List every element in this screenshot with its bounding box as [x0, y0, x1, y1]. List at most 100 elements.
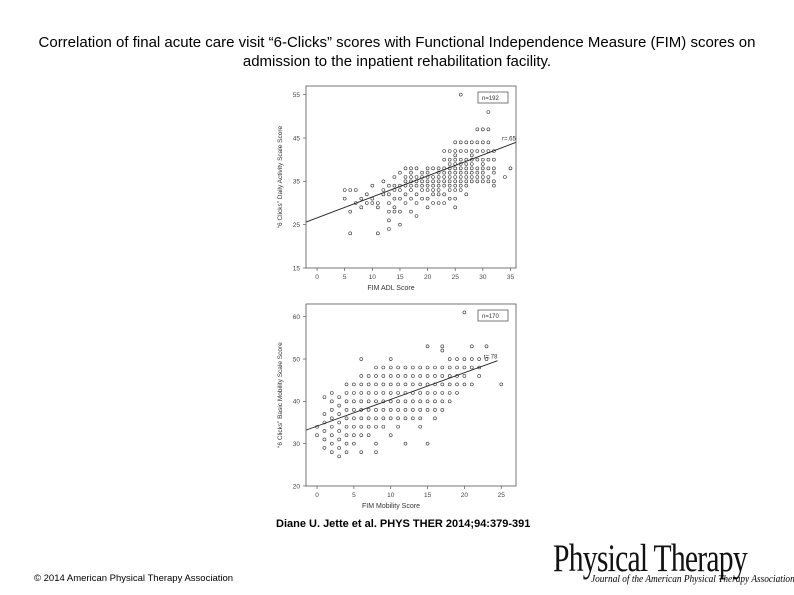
data-point: [381, 424, 386, 429]
sample-size-box: [477, 91, 509, 104]
data-point: [455, 365, 459, 370]
data-point: [447, 399, 452, 404]
data-point: [436, 166, 441, 171]
data-point: [403, 179, 408, 184]
data-point: [447, 357, 452, 361]
data-point: [420, 183, 424, 188]
data-point: [447, 391, 452, 395]
data-point: [364, 192, 369, 197]
data-point: [359, 357, 364, 361]
data-point: [366, 382, 371, 387]
data-point: [352, 433, 356, 438]
data-point: [464, 170, 469, 175]
data-point: [374, 399, 378, 404]
data-point: [374, 365, 378, 370]
data-point: [396, 424, 400, 429]
data-point: [337, 395, 341, 399]
data-point: [447, 162, 452, 166]
data-point: [447, 149, 452, 153]
y-tick-label: 25: [293, 222, 301, 229]
data-point: [481, 127, 485, 132]
data-point: [442, 170, 446, 175]
data-point: [374, 441, 378, 446]
data-point: [418, 374, 423, 378]
data-point: [392, 205, 397, 210]
data-point: [425, 374, 430, 378]
data-point: [462, 374, 467, 378]
data-point: [462, 382, 467, 387]
data-point: [403, 365, 408, 370]
x-tick-label: 30: [479, 274, 487, 281]
data-point: [447, 175, 452, 179]
data-point: [442, 157, 446, 162]
y-tick-label: 40: [293, 399, 301, 406]
data-point: [469, 344, 474, 349]
regression-line: [305, 141, 517, 223]
data-point: [366, 424, 371, 429]
data-point: [411, 399, 415, 404]
correlation-label: r=.78: [484, 355, 499, 361]
data-point: [381, 179, 386, 184]
data-point: [455, 391, 459, 395]
y-tick-label: 20: [293, 483, 301, 490]
data-point: [403, 374, 408, 378]
data-point: [348, 209, 353, 214]
data-point: [392, 209, 397, 214]
data-point: [440, 365, 445, 370]
data-point: [442, 149, 446, 153]
data-point: [436, 201, 441, 205]
data-point: [409, 175, 413, 179]
data-point: [486, 127, 491, 132]
scatter-plot-svg: 0 5 10 15 20 25 30 35 15 25 35 45 55 FIM ADL Score “6 …: [277, 85, 517, 292]
data-point: [387, 227, 391, 231]
x-tick-label: 5: [343, 274, 347, 281]
data-point: [329, 433, 334, 438]
data-point: [458, 92, 463, 97]
data-point: [387, 183, 391, 188]
data-point: [359, 374, 364, 378]
data-point: [388, 391, 393, 395]
data-point: [411, 408, 415, 412]
data-point: [433, 416, 437, 421]
x-tick-label: 10: [387, 492, 395, 499]
y-tick-label: 30: [293, 441, 301, 448]
data-point: [344, 382, 349, 387]
data-point: [411, 374, 415, 378]
citation: Diane U. Jette et al. PHYS THER 2014;94:…: [276, 518, 531, 530]
data-point: [387, 201, 391, 205]
data-point: [352, 416, 356, 421]
data-point: [431, 175, 435, 179]
data-point: [376, 231, 380, 236]
data-point: [469, 140, 474, 145]
data-point: [352, 441, 356, 446]
data-point: [409, 183, 413, 188]
data-point: [409, 209, 413, 214]
data-point: [447, 157, 452, 162]
data-point: [381, 365, 386, 370]
data-point: [440, 348, 445, 353]
data-point: [453, 196, 458, 201]
data-point: [381, 382, 386, 387]
data-point: [322, 429, 327, 433]
data-point: [337, 412, 341, 416]
data-point: [370, 183, 375, 188]
x-tick-label: 5: [352, 492, 356, 499]
data-point: [329, 424, 334, 429]
x-tick-label: 15: [396, 274, 404, 281]
logo-main-text: Physical Therapy: [553, 537, 748, 580]
data-point: [433, 399, 437, 404]
data-point: [376, 205, 380, 210]
data-point: [453, 175, 458, 179]
x-axis-label: FIM Mobility Score: [362, 503, 420, 510]
data-point: [486, 110, 491, 114]
data-point: [492, 166, 496, 171]
data-point: [359, 399, 364, 404]
data-point: [329, 408, 334, 412]
data-point: [403, 201, 408, 205]
data-point: [374, 391, 378, 395]
data-point: [475, 149, 480, 153]
data-point: [481, 175, 485, 179]
data-point: [414, 166, 419, 171]
data-point: [464, 166, 469, 171]
data-point: [374, 382, 378, 387]
